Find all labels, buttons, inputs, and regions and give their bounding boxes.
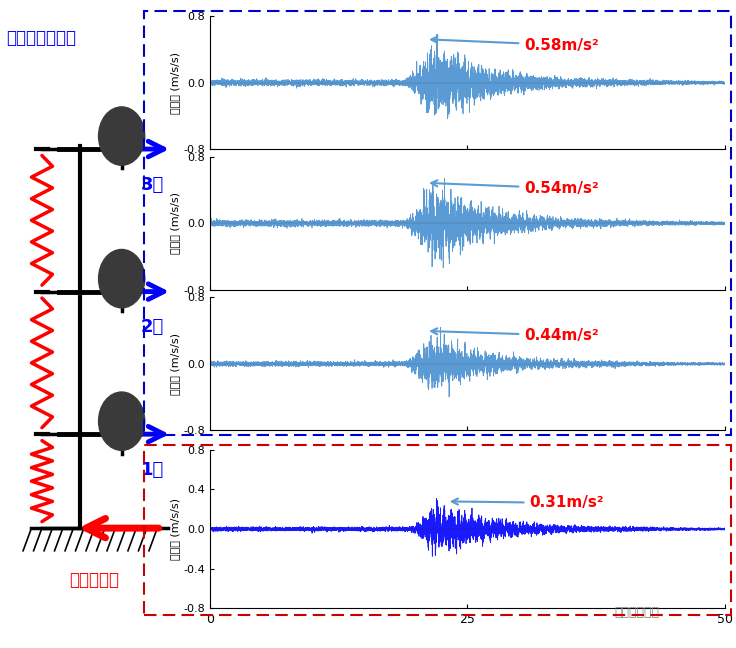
Y-axis label: 加速度 (m/s/s): 加速度 (m/s/s) <box>170 192 180 254</box>
Ellipse shape <box>99 392 145 450</box>
Text: 0.44m/s²: 0.44m/s² <box>431 328 598 343</box>
Ellipse shape <box>99 107 145 165</box>
Text: 3层: 3层 <box>141 176 163 194</box>
Text: 0.31m/s²: 0.31m/s² <box>452 496 604 511</box>
Text: 2层: 2层 <box>141 318 163 336</box>
Ellipse shape <box>99 249 145 308</box>
Y-axis label: 加速度 (m/s/s): 加速度 (m/s/s) <box>170 498 180 560</box>
Y-axis label: 加速度 (m/s/s): 加速度 (m/s/s) <box>170 52 180 113</box>
Text: 输出楼层加速度: 输出楼层加速度 <box>7 29 77 47</box>
Text: 输入地震动: 输入地震动 <box>69 571 119 589</box>
Y-axis label: 加速度 (m/s/s): 加速度 (m/s/s) <box>170 333 180 395</box>
Text: 1层: 1层 <box>141 461 163 479</box>
Text: 0.58m/s²: 0.58m/s² <box>431 37 598 52</box>
Text: 陆新征课题组: 陆新征课题组 <box>614 606 659 619</box>
Text: 0.54m/s²: 0.54m/s² <box>431 180 598 196</box>
